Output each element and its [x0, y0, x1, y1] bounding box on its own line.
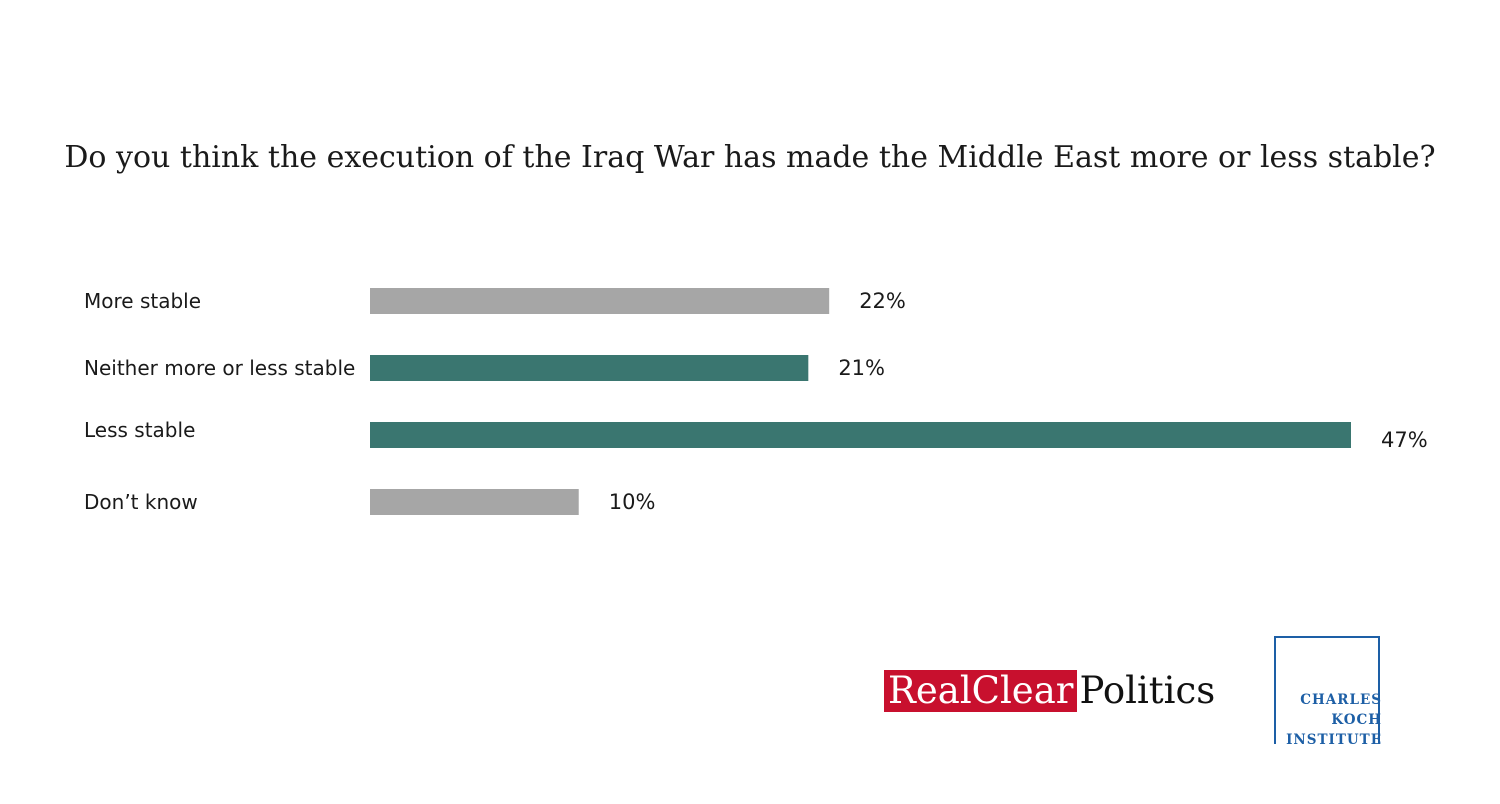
value-label: 10%	[609, 490, 656, 514]
bar	[370, 489, 579, 515]
value-label: 22%	[859, 289, 906, 313]
category-label: Neither more or less stable	[84, 356, 355, 380]
charles-koch-institute-logo: CHARLES KOCH INSTITUTE	[1274, 636, 1381, 748]
bar	[370, 288, 830, 314]
category-label: Don’t know	[84, 490, 198, 514]
cki-line-institute: INSTITUTE	[1286, 732, 1382, 748]
category-label: More stable	[84, 289, 201, 313]
bar	[370, 422, 1351, 448]
bar	[370, 355, 809, 381]
value-label: 21%	[838, 356, 885, 380]
category-label: Less stable	[84, 418, 195, 442]
value-label: 47%	[1381, 428, 1428, 452]
logo-realclear-text: RealClear	[884, 670, 1078, 712]
cki-logo-text: CHARLES KOCH INSTITUTE	[1286, 690, 1382, 750]
realclearpolitics-logo: RealClear Politics	[884, 670, 1215, 712]
logo-politics-text: Politics	[1079, 669, 1216, 712]
chart-title: Do you think the execution of the Iraq W…	[64, 140, 1436, 175]
cki-line-charles: CHARLES	[1300, 692, 1382, 708]
cki-line-koch: KOCH	[1331, 712, 1382, 728]
